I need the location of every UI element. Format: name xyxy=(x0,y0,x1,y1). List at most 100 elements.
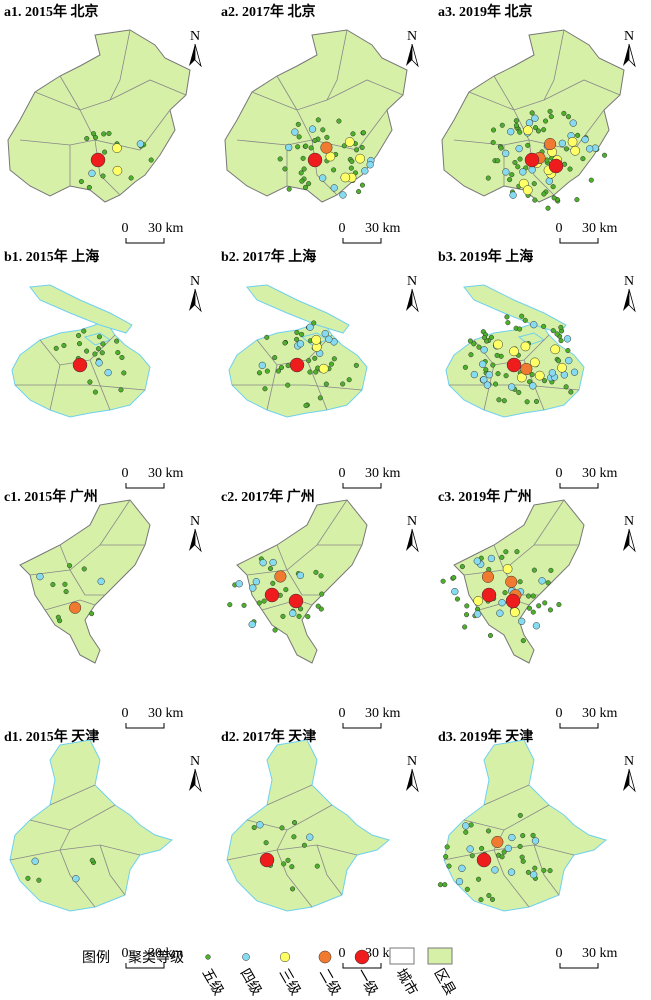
cluster-point xyxy=(502,149,510,158)
city-boundary xyxy=(236,499,368,664)
cluster-point xyxy=(548,567,554,573)
cluster-point xyxy=(512,159,518,166)
cluster-point xyxy=(515,144,523,153)
cluster-point xyxy=(506,357,522,373)
cluster-point xyxy=(531,114,539,122)
cluster-point xyxy=(283,587,289,593)
panel-title: b1. 2015年 上海 xyxy=(4,248,99,265)
cluster-point xyxy=(494,352,500,358)
north-arrow xyxy=(406,289,412,311)
cluster-point xyxy=(330,184,338,192)
cluster-point xyxy=(464,886,470,892)
cluster-point xyxy=(535,128,542,134)
cluster-point xyxy=(291,128,299,136)
cluster-point xyxy=(518,617,526,626)
cluster-point xyxy=(476,876,482,882)
cluster-point xyxy=(563,146,570,152)
north-label: N xyxy=(407,514,417,529)
cluster-point xyxy=(87,379,93,385)
legend-label: 区县 xyxy=(431,966,459,998)
cluster-point xyxy=(485,371,493,379)
cluster-point xyxy=(264,587,280,603)
cluster-point xyxy=(353,362,359,368)
cluster-point xyxy=(464,612,470,618)
cluster-point xyxy=(458,864,466,872)
cluster-point xyxy=(67,563,73,569)
north-arrow xyxy=(623,529,629,551)
cluster-point xyxy=(344,137,355,147)
cluster-point xyxy=(315,117,321,123)
city-boundary xyxy=(7,29,191,203)
cluster-point xyxy=(499,554,505,560)
cluster-point xyxy=(529,382,537,390)
cluster-point xyxy=(513,122,519,129)
panel-title: d1. 2015年 天津 xyxy=(4,728,99,745)
cluster-point xyxy=(505,593,521,609)
scale-zero: 0 xyxy=(556,466,563,481)
cluster-point xyxy=(531,567,537,573)
scale-bar xyxy=(559,963,599,969)
cluster-point xyxy=(90,152,106,168)
cluster-point xyxy=(303,403,309,409)
scale-bar xyxy=(125,483,165,489)
district-line xyxy=(543,29,565,101)
cluster-point xyxy=(541,191,547,197)
cluster-point xyxy=(258,361,266,370)
scale-distance: 30 km xyxy=(582,466,618,481)
cluster-point xyxy=(558,324,564,330)
cluster-point xyxy=(84,348,90,354)
cluster-point xyxy=(318,606,324,612)
cluster-point xyxy=(291,819,298,826)
north-label: N xyxy=(624,274,634,289)
cluster-point xyxy=(272,627,278,633)
cluster-point xyxy=(340,172,351,183)
legend-symbol xyxy=(205,954,211,960)
cluster-point xyxy=(280,613,286,619)
cluster-point xyxy=(346,377,352,383)
cluster-point xyxy=(313,569,319,575)
cluster-point xyxy=(76,341,83,347)
cluster-point xyxy=(531,181,537,187)
north-arrow xyxy=(189,529,195,551)
cluster-point xyxy=(89,857,95,863)
cluster-point xyxy=(121,370,127,376)
north-arrow xyxy=(194,528,202,553)
cluster-point xyxy=(86,184,92,190)
cluster-point xyxy=(249,584,257,592)
cluster-point xyxy=(586,145,594,153)
cluster-point xyxy=(69,601,82,614)
cluster-point xyxy=(490,362,496,368)
legend-symbol xyxy=(279,951,291,963)
panel-title: a3. 2019年 北京 xyxy=(438,3,533,20)
north-arrow xyxy=(406,529,412,551)
cluster-point xyxy=(277,156,283,162)
cluster-point xyxy=(359,144,365,151)
city-boundary xyxy=(226,739,391,912)
cluster-point xyxy=(81,328,87,334)
cluster-point xyxy=(262,386,268,392)
cluster-point xyxy=(302,184,309,190)
cluster-point xyxy=(285,382,291,388)
cluster-point xyxy=(504,314,510,320)
cluster-point xyxy=(272,355,278,361)
cluster-point xyxy=(468,822,474,828)
cluster-point xyxy=(331,167,337,173)
cluster-point xyxy=(538,577,546,585)
cluster-point xyxy=(320,127,326,133)
cluster-point xyxy=(264,334,270,340)
cluster-point xyxy=(498,599,506,607)
cluster-point xyxy=(355,153,365,164)
cluster-point xyxy=(36,572,44,581)
scale-bar xyxy=(342,483,382,489)
cluster-point xyxy=(349,158,355,164)
cluster-point xyxy=(285,857,291,863)
cluster-point xyxy=(517,812,523,818)
district-line xyxy=(276,544,288,571)
cluster-point xyxy=(313,369,319,375)
cluster-point xyxy=(282,340,288,346)
north-arrow xyxy=(628,768,636,793)
cluster-point xyxy=(509,191,517,199)
scale-bar xyxy=(125,723,165,729)
district-line xyxy=(232,384,363,391)
cluster-point xyxy=(480,376,488,384)
